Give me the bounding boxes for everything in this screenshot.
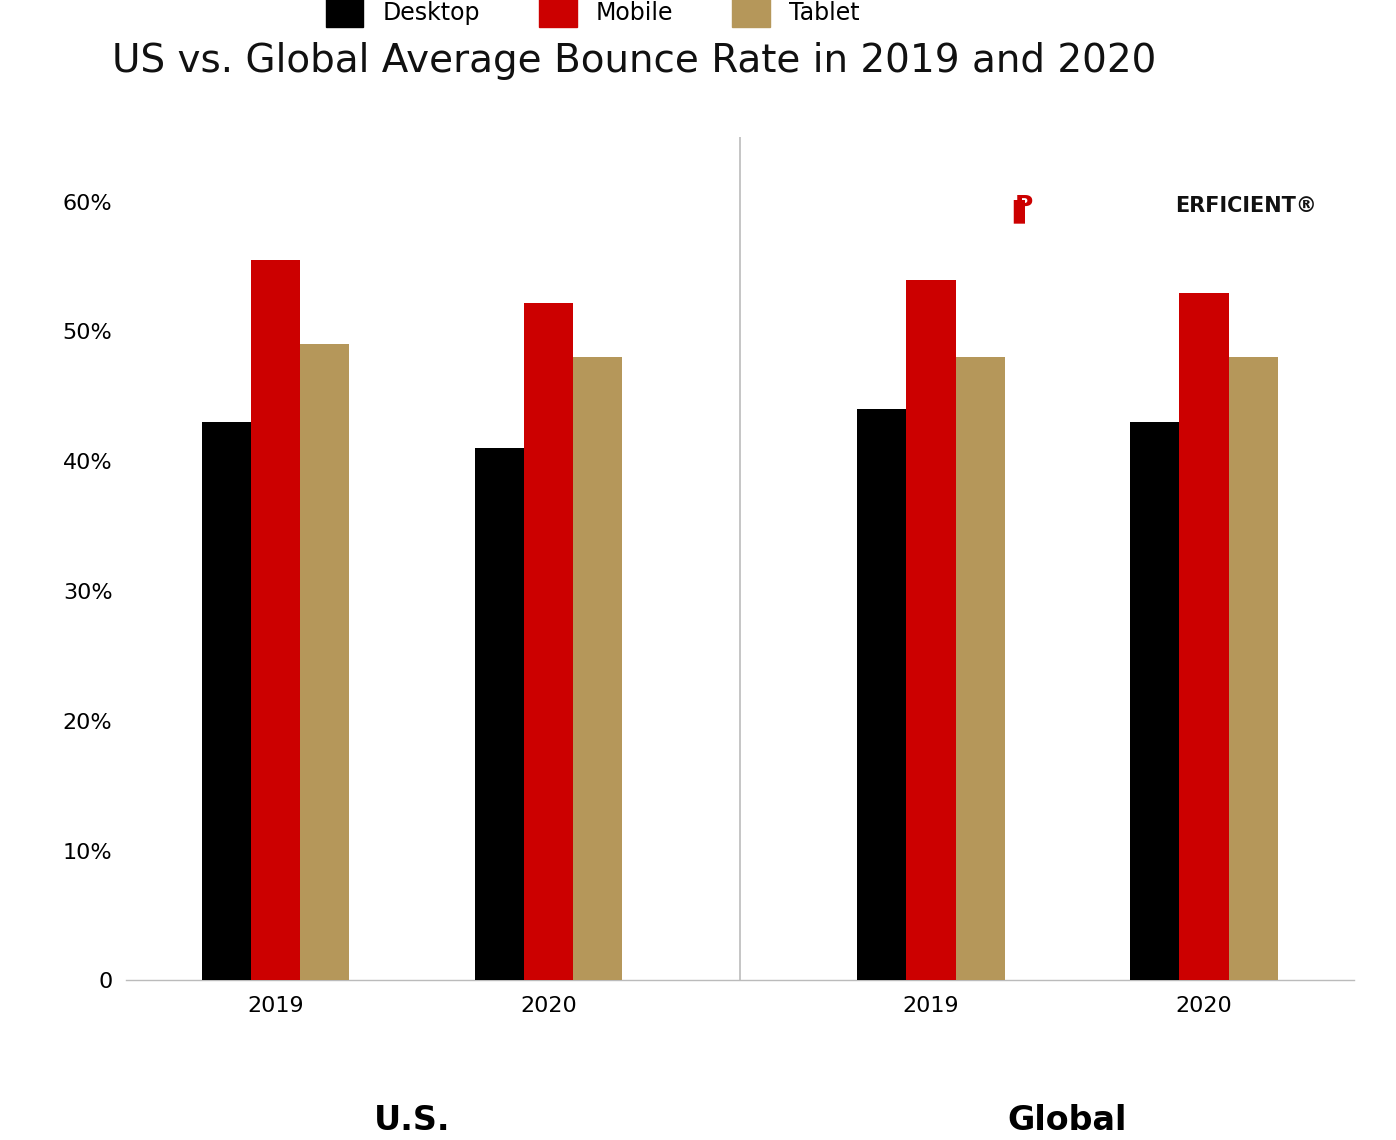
Bar bbox=[1180, 293, 1228, 980]
Text: US vs. Global Average Bounce Rate in 2019 and 2020: US vs. Global Average Bounce Rate in 201… bbox=[112, 42, 1156, 80]
Bar bbox=[300, 344, 349, 980]
Text: ▮: ▮ bbox=[1011, 196, 1027, 225]
Bar bbox=[955, 358, 1005, 980]
Bar bbox=[475, 448, 525, 980]
Bar bbox=[1131, 422, 1180, 980]
Bar bbox=[202, 422, 251, 980]
Text: ERFICIENT®: ERFICIENT® bbox=[1175, 196, 1318, 215]
Bar bbox=[251, 260, 300, 980]
Bar bbox=[574, 358, 623, 980]
Bar bbox=[906, 279, 955, 980]
Text: Global: Global bbox=[1008, 1104, 1127, 1137]
Bar bbox=[857, 409, 906, 980]
Bar bbox=[525, 303, 574, 980]
Legend: Desktop, Mobile, Tablet: Desktop, Mobile, Tablet bbox=[325, 0, 860, 27]
Text: P: P bbox=[1015, 194, 1033, 218]
Bar bbox=[1228, 358, 1277, 980]
Text: U.S.: U.S. bbox=[374, 1104, 451, 1137]
